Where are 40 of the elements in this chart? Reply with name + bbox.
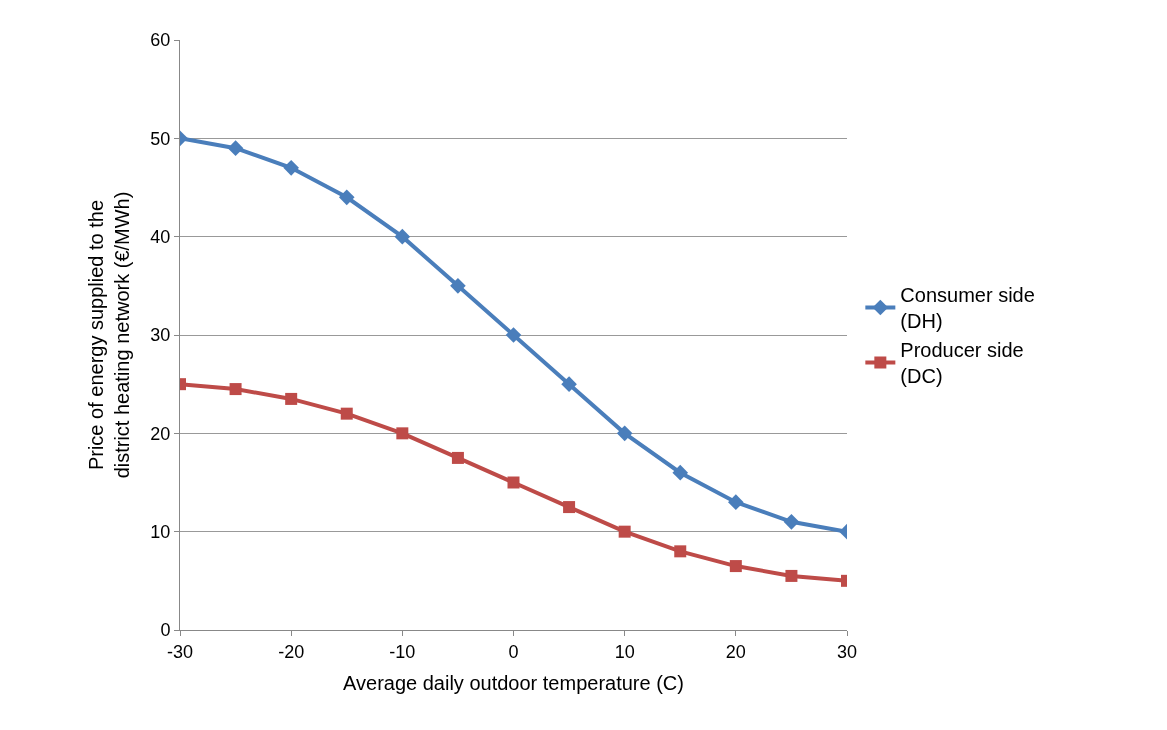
y-tick-label: 0 — [160, 620, 171, 641]
legend-label: Producer side (DC) — [900, 339, 1024, 388]
point — [285, 392, 298, 405]
y-tick-label: 30 — [150, 325, 171, 346]
point — [616, 425, 633, 442]
point — [451, 451, 464, 464]
x-tick-label: 0 — [508, 641, 519, 662]
y-tick-label: 10 — [150, 521, 171, 542]
x-tick-label: -20 — [278, 641, 305, 662]
point — [618, 525, 631, 538]
point — [783, 514, 800, 530]
y-tick-label: 60 — [150, 30, 171, 51]
point — [394, 228, 411, 245]
point — [728, 494, 744, 510]
point — [338, 189, 355, 206]
y-tick-label: 20 — [150, 423, 171, 444]
point — [785, 569, 798, 582]
x-tick-label: -30 — [166, 641, 194, 662]
point — [561, 376, 577, 392]
point — [505, 327, 522, 343]
point — [229, 383, 242, 396]
point — [396, 427, 409, 440]
point — [283, 160, 299, 176]
point — [507, 476, 520, 489]
point — [450, 278, 466, 294]
point — [672, 464, 689, 481]
point — [340, 407, 353, 420]
x-tick-label: 30 — [836, 641, 858, 662]
point — [674, 545, 687, 558]
x-tick-label: 10 — [614, 641, 635, 662]
legend-label: Consumer side (DH) — [900, 284, 1035, 333]
point — [227, 140, 244, 156]
point — [729, 560, 742, 573]
y-tick-label: 50 — [150, 128, 171, 149]
point — [563, 501, 576, 514]
x-tick-label: -10 — [389, 641, 416, 662]
x-axis-title: Average daily outdoor temperature (C) — [343, 672, 684, 695]
y-axis-title: Price of energy supplied to the district heating network (€/MWh) — [84, 191, 133, 479]
x-tick-label: 20 — [725, 641, 746, 662]
y-tick-label: 40 — [150, 226, 171, 247]
